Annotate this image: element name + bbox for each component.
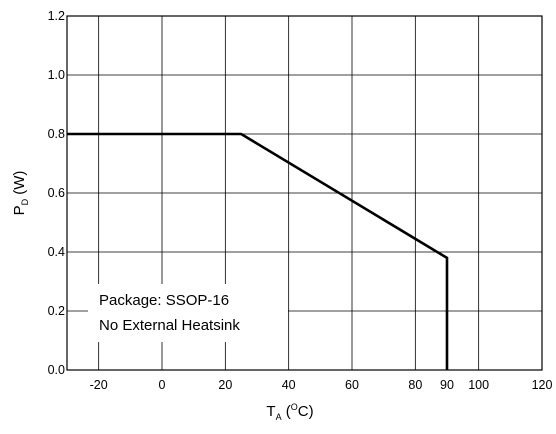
x-axis-title-unit: C) — [298, 403, 314, 420]
x-tick-label: 40 — [282, 378, 296, 392]
x-axis-title-superscript: O — [291, 402, 298, 412]
annotation-background — [88, 284, 288, 342]
annotation-box: Package: SSOP-16 No External Heatsink — [88, 284, 288, 342]
x-axis-title-subscript: A — [276, 412, 282, 422]
x-tick-label: 60 — [345, 378, 359, 392]
x-axis-title-open: ( — [282, 403, 291, 420]
x-tick-label: 0 — [159, 378, 166, 392]
y-axis-title: PD (W) — [11, 171, 30, 216]
annotation-line-package: Package: SSOP-16 — [99, 292, 229, 309]
y-tick-label: 0.6 — [48, 186, 65, 200]
y-tick-label: 1.0 — [48, 68, 65, 82]
axis-ticks: -20 0 20 40 60 80 90 100 120 0.0 0.2 0.4 0.6 0.8 1.0 1.… — [48, 9, 553, 392]
x-tick-label: 100 — [468, 378, 489, 392]
y-axis-title-unit: (W) — [11, 171, 28, 199]
y-axis-title-main: P — [11, 205, 28, 215]
annotation-line-heatsink: No External Heatsink — [99, 317, 240, 334]
x-tick-label: 20 — [218, 378, 232, 392]
y-tick-label: 1.2 — [48, 9, 65, 23]
y-tick-label: 0.0 — [48, 363, 65, 377]
y-tick-label: 0.2 — [48, 304, 65, 318]
x-axis-title-main: T — [266, 403, 275, 420]
y-tick-label: 0.4 — [48, 245, 65, 259]
x-tick-label: -20 — [90, 378, 108, 392]
y-tick-label: 0.8 — [48, 127, 65, 141]
plot-frame — [66, 15, 543, 371]
x-axis-title: TA (OC) — [266, 402, 313, 422]
series-layer — [67, 132, 449, 370]
x-tick-label: 90 — [440, 378, 454, 392]
y-axis-title-subscript: D — [20, 198, 30, 205]
x-tick-label: 80 — [408, 378, 422, 392]
x-tick-label: 120 — [532, 378, 553, 392]
power-derating-curve — [67, 132, 449, 370]
